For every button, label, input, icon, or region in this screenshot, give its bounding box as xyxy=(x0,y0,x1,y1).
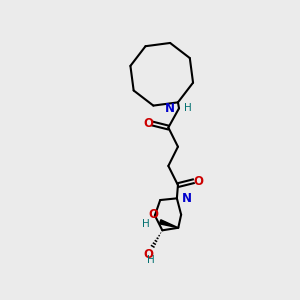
Text: N: N xyxy=(165,102,175,115)
Text: O: O xyxy=(144,117,154,130)
Text: O: O xyxy=(143,248,153,261)
Text: O: O xyxy=(193,175,203,188)
Text: H: H xyxy=(147,255,154,265)
Text: N: N xyxy=(182,192,192,205)
Text: O: O xyxy=(149,208,159,221)
Text: H: H xyxy=(184,103,191,113)
Text: H: H xyxy=(142,219,149,230)
Polygon shape xyxy=(160,220,178,228)
